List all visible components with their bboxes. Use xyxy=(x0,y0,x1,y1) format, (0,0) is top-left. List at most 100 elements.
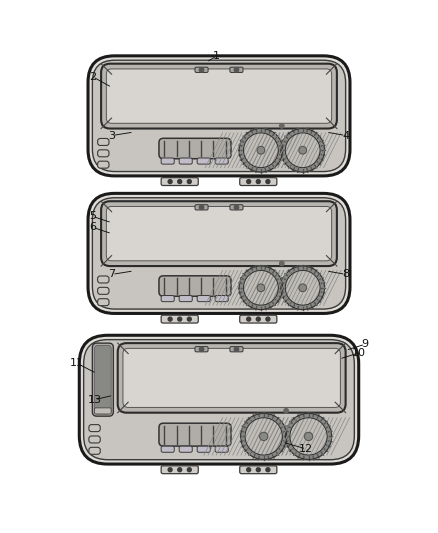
Circle shape xyxy=(260,432,268,440)
Circle shape xyxy=(234,205,239,209)
Text: 5: 5 xyxy=(89,211,96,221)
Text: 8: 8 xyxy=(342,269,349,279)
FancyBboxPatch shape xyxy=(98,287,109,294)
Circle shape xyxy=(187,468,191,472)
Circle shape xyxy=(199,347,204,351)
FancyBboxPatch shape xyxy=(161,446,174,453)
Circle shape xyxy=(284,409,288,413)
FancyBboxPatch shape xyxy=(215,158,228,164)
FancyBboxPatch shape xyxy=(123,349,340,407)
FancyBboxPatch shape xyxy=(197,158,210,164)
Circle shape xyxy=(299,284,307,292)
FancyBboxPatch shape xyxy=(195,205,208,210)
Circle shape xyxy=(199,205,204,209)
Circle shape xyxy=(256,468,260,472)
Circle shape xyxy=(239,266,283,310)
FancyBboxPatch shape xyxy=(101,64,337,128)
Circle shape xyxy=(168,317,172,321)
Circle shape xyxy=(245,418,283,455)
FancyBboxPatch shape xyxy=(84,340,354,459)
Circle shape xyxy=(279,261,284,265)
Text: 2: 2 xyxy=(89,71,96,82)
Circle shape xyxy=(247,468,251,472)
FancyBboxPatch shape xyxy=(179,446,192,453)
Text: 9: 9 xyxy=(362,339,369,349)
Text: 11: 11 xyxy=(70,358,84,368)
Text: 12: 12 xyxy=(299,444,313,454)
Text: 13: 13 xyxy=(88,394,102,405)
FancyBboxPatch shape xyxy=(240,315,277,323)
FancyBboxPatch shape xyxy=(240,466,277,474)
Circle shape xyxy=(257,147,265,154)
FancyBboxPatch shape xyxy=(88,193,350,313)
FancyBboxPatch shape xyxy=(89,447,100,454)
Circle shape xyxy=(279,124,284,128)
Text: 1: 1 xyxy=(213,51,220,61)
Circle shape xyxy=(178,180,182,183)
Text: 7: 7 xyxy=(109,269,116,279)
FancyBboxPatch shape xyxy=(179,295,192,302)
Circle shape xyxy=(168,468,172,472)
Circle shape xyxy=(281,128,325,172)
Circle shape xyxy=(187,180,191,183)
FancyBboxPatch shape xyxy=(92,343,113,416)
Circle shape xyxy=(266,317,270,321)
Circle shape xyxy=(266,180,270,183)
Circle shape xyxy=(286,414,332,459)
Circle shape xyxy=(281,266,325,310)
FancyBboxPatch shape xyxy=(89,425,100,432)
Circle shape xyxy=(285,133,320,168)
FancyBboxPatch shape xyxy=(98,298,109,306)
Circle shape xyxy=(247,180,251,183)
FancyBboxPatch shape xyxy=(161,295,174,302)
FancyBboxPatch shape xyxy=(98,161,109,168)
FancyBboxPatch shape xyxy=(197,295,210,302)
FancyBboxPatch shape xyxy=(230,346,243,352)
FancyBboxPatch shape xyxy=(159,138,231,159)
Text: 3: 3 xyxy=(109,131,116,141)
Circle shape xyxy=(234,68,239,72)
Circle shape xyxy=(240,414,287,459)
FancyBboxPatch shape xyxy=(215,295,228,302)
FancyBboxPatch shape xyxy=(195,67,208,72)
FancyBboxPatch shape xyxy=(106,69,332,123)
Circle shape xyxy=(244,133,278,168)
FancyBboxPatch shape xyxy=(161,466,198,474)
Circle shape xyxy=(178,317,182,321)
Circle shape xyxy=(199,68,204,72)
FancyBboxPatch shape xyxy=(95,408,111,414)
Circle shape xyxy=(256,317,260,321)
FancyBboxPatch shape xyxy=(159,423,231,446)
Circle shape xyxy=(256,180,260,183)
Circle shape xyxy=(247,317,251,321)
Circle shape xyxy=(239,128,283,172)
FancyBboxPatch shape xyxy=(89,436,100,443)
FancyBboxPatch shape xyxy=(161,315,198,323)
Circle shape xyxy=(285,270,320,305)
FancyBboxPatch shape xyxy=(240,177,277,185)
Circle shape xyxy=(244,270,278,305)
Circle shape xyxy=(187,317,191,321)
Circle shape xyxy=(290,418,327,455)
FancyBboxPatch shape xyxy=(92,198,346,309)
Circle shape xyxy=(257,284,265,292)
Circle shape xyxy=(178,468,182,472)
FancyBboxPatch shape xyxy=(88,56,350,176)
FancyBboxPatch shape xyxy=(106,206,332,261)
Circle shape xyxy=(299,147,307,154)
FancyBboxPatch shape xyxy=(161,158,174,164)
Text: 6: 6 xyxy=(89,222,96,232)
FancyBboxPatch shape xyxy=(98,139,109,146)
FancyBboxPatch shape xyxy=(98,150,109,157)
FancyBboxPatch shape xyxy=(195,346,208,352)
FancyBboxPatch shape xyxy=(230,205,243,210)
FancyBboxPatch shape xyxy=(95,345,111,414)
FancyBboxPatch shape xyxy=(179,158,192,164)
FancyBboxPatch shape xyxy=(161,177,198,185)
Circle shape xyxy=(234,347,239,351)
FancyBboxPatch shape xyxy=(215,446,228,453)
FancyBboxPatch shape xyxy=(101,201,337,266)
FancyBboxPatch shape xyxy=(197,446,210,453)
FancyBboxPatch shape xyxy=(92,60,346,172)
FancyBboxPatch shape xyxy=(230,67,243,72)
